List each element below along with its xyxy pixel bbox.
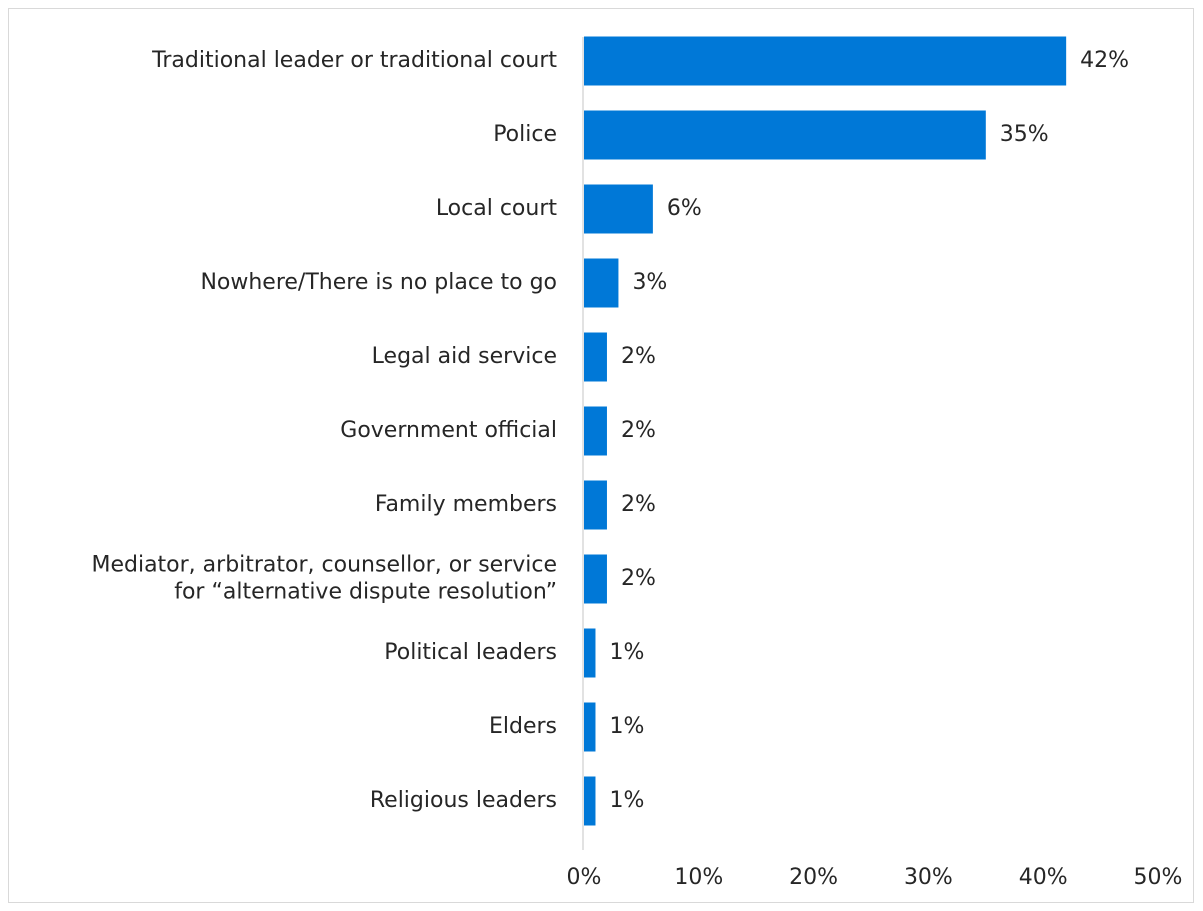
value-label: 1% (609, 788, 644, 813)
category-label-line: Government official (340, 418, 557, 443)
category-label: Government official (340, 418, 557, 443)
bar (584, 480, 607, 530)
bar (584, 406, 607, 456)
category-label: Police (493, 122, 557, 147)
category-label: Traditional leader or traditional court (151, 48, 557, 73)
bar (584, 628, 596, 678)
bar (584, 110, 986, 160)
category-label: Religious leaders (370, 788, 557, 813)
value-labels-group: 42% 35% 6% 3% 2% 2% 2% 2% 1% 1% 1% (609, 48, 1129, 813)
value-label: 35% (1000, 122, 1049, 147)
category-label-line: Religious leaders (370, 788, 557, 813)
bar (584, 184, 653, 234)
x-tick-labels-group: 0% 10% 20% 30% 40% 50% (567, 865, 1183, 890)
category-label: Family members (375, 492, 557, 517)
x-tick-label: 30% (904, 865, 953, 890)
category-label-line: Legal aid service (372, 344, 557, 369)
category-label-line: Police (493, 122, 557, 147)
x-tick-label: 50% (1134, 865, 1183, 890)
category-label-line: for “alternative dispute resolution” (174, 580, 557, 605)
bar (584, 258, 619, 308)
category-label: Legal aid service (372, 344, 557, 369)
category-labels-group: Traditional leader or traditional court P… (91, 48, 557, 813)
value-label: 3% (632, 270, 667, 295)
x-tick-label: 10% (674, 865, 723, 890)
bar (584, 776, 596, 826)
value-label: 1% (609, 714, 644, 739)
x-tick-label: 40% (1019, 865, 1068, 890)
category-label-line: Political leaders (384, 640, 557, 665)
bar (584, 702, 596, 752)
category-label: Local court (436, 196, 558, 221)
value-label: 1% (609, 640, 644, 665)
value-label: 2% (621, 418, 656, 443)
value-label: 6% (667, 196, 702, 221)
category-label-line: Local court (436, 196, 558, 221)
value-label: 2% (621, 344, 656, 369)
category-label: Elders (489, 714, 557, 739)
bar (584, 332, 607, 382)
value-label: 2% (621, 566, 656, 591)
category-label-line: Mediator, arbitrator, counsellor, or ser… (91, 553, 557, 578)
category-label-line: Family members (375, 492, 557, 517)
category-label-line: Traditional leader or traditional court (151, 48, 557, 73)
x-tick-label: 20% (789, 865, 838, 890)
bars-group (584, 36, 1067, 826)
category-label-line: Nowhere/There is no place to go (200, 270, 557, 295)
x-tick-label: 0% (567, 865, 602, 890)
category-label: Mediator, arbitrator, counsellor, or ser… (91, 553, 557, 605)
bar (584, 36, 1067, 86)
value-label: 42% (1080, 48, 1129, 73)
category-label-line: Elders (489, 714, 557, 739)
category-label: Political leaders (384, 640, 557, 665)
value-label: 2% (621, 492, 656, 517)
category-label: Nowhere/There is no place to go (200, 270, 557, 295)
bar (584, 554, 607, 604)
